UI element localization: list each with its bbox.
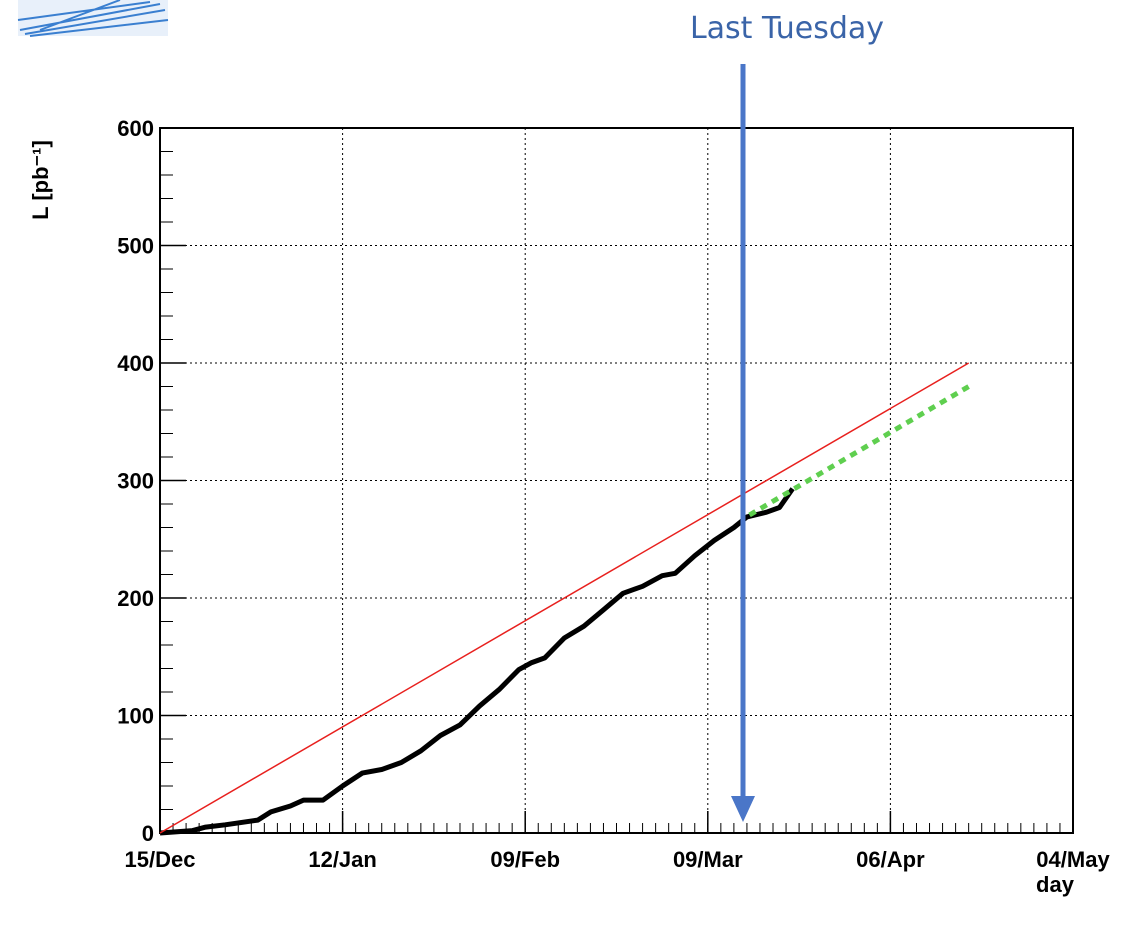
y-tick-label: 400 — [117, 351, 154, 376]
y-tick-label: 200 — [117, 586, 154, 611]
y-tick-label: 300 — [117, 469, 154, 494]
y-tick-label: 0 — [142, 821, 154, 846]
x-tick-label: 04/May — [1036, 847, 1110, 872]
y-tick-label: 600 — [117, 116, 154, 141]
y-tick-label: 500 — [117, 234, 154, 259]
x-tick-label: 09/Feb — [490, 847, 560, 872]
x-axis-label: day — [1036, 872, 1075, 897]
series-line — [159, 362, 970, 834]
x-tick-label: 06/Apr — [856, 847, 925, 872]
series-line — [159, 487, 795, 836]
x-tick-label: 15/Dec — [125, 847, 196, 872]
arrow — [731, 64, 755, 822]
x-tick-label: 09/Mar — [673, 847, 743, 872]
annotation: Last Tuesday — [690, 11, 884, 46]
series-line — [748, 384, 970, 518]
y-axis-label: L [pb⁻¹] — [28, 140, 53, 220]
x-tick-label: 12/Jan — [308, 847, 377, 872]
logo — [17, 0, 169, 37]
plot-area: 15/Dec 12/Jan 09/Feb 09/Mar 06/Apr 04/May 0 100… — [117, 116, 1110, 872]
plot-frame — [159, 127, 1074, 834]
y-tick-label: 100 — [117, 704, 154, 729]
